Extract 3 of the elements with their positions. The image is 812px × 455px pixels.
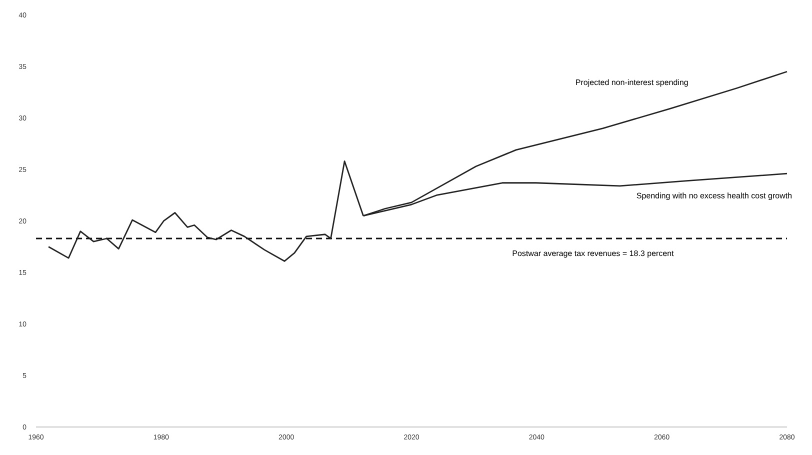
ref-line-label: Postwar average tax revenues = 18.3 percent: [512, 250, 674, 258]
series-label: Spending with no excess health cost growth: [636, 192, 792, 200]
series-label: Projected non-interest spending: [576, 79, 688, 87]
